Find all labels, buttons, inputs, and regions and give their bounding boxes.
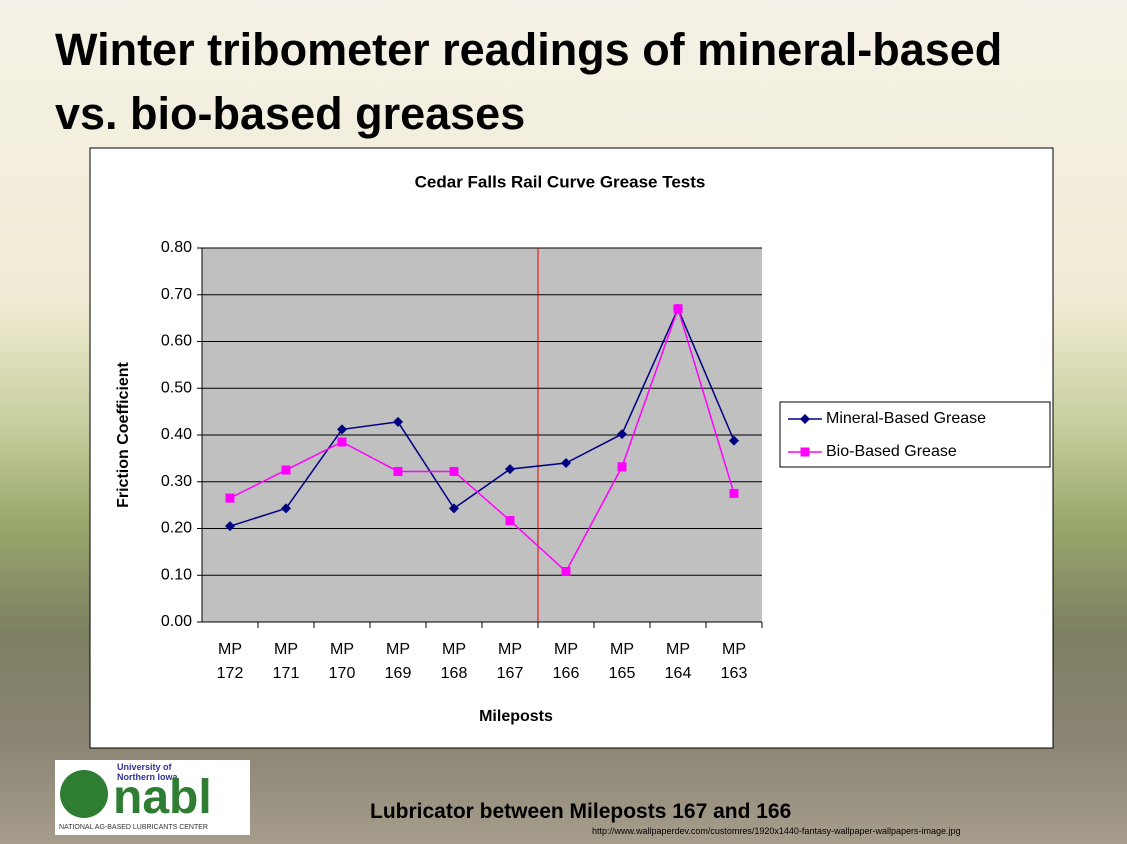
logo-icon <box>60 770 108 818</box>
marker <box>729 435 739 446</box>
marker <box>225 521 235 532</box>
x-tick-label: MP 170 <box>328 641 356 682</box>
marker <box>225 493 235 503</box>
y-tick-label: 0.60 <box>161 333 192 350</box>
marker <box>617 429 627 440</box>
y-tick-label: 0.20 <box>161 520 192 537</box>
series-line <box>229 306 735 527</box>
marker <box>729 488 739 498</box>
marker <box>337 437 347 447</box>
marker <box>800 447 810 457</box>
x-tick-label: MP 164 <box>664 641 692 682</box>
logo-university: University of Northern Iowa <box>117 762 178 782</box>
x-tick-label: MP 172 <box>216 641 244 682</box>
x-axis-label: Mileposts <box>479 708 553 725</box>
marker <box>800 414 810 424</box>
y-axis-label: Friction Coefficient <box>115 361 132 507</box>
caption: Lubricator between Mileposts 167 and 166 <box>370 800 792 823</box>
legend-label: Mineral-Based Grease <box>826 410 986 427</box>
marker <box>449 466 459 476</box>
y-tick-label: 0.40 <box>161 426 192 443</box>
marker <box>281 465 291 475</box>
marker <box>393 466 403 476</box>
legend-label: Bio-Based Grease <box>826 443 957 460</box>
y-tick-label: 0.10 <box>161 566 192 583</box>
x-tick-label: MP 166 <box>552 641 580 682</box>
x-tick-label: MP 169 <box>384 641 412 682</box>
marker <box>561 458 571 469</box>
marker <box>337 424 347 435</box>
marker <box>449 503 459 514</box>
marker <box>393 416 403 427</box>
y-tick-label: 0.50 <box>161 379 192 396</box>
legend <box>779 401 1051 468</box>
marker <box>617 462 627 472</box>
marker <box>505 464 515 475</box>
y-tick-label: 0.70 <box>161 286 192 303</box>
logo: University of Northern Iowa nabl NATIONA… <box>55 760 250 835</box>
x-tick-label: MP 163 <box>720 641 748 682</box>
y-tick-label: 0.80 <box>161 239 192 256</box>
y-tick-label: 0.30 <box>161 473 192 490</box>
x-tick-label: MP 171 <box>272 641 300 682</box>
x-tick-label: MP 165 <box>608 641 636 682</box>
y-tick-label: 0.00 <box>161 613 192 630</box>
x-tick-label: MP 167 <box>496 641 524 682</box>
marker <box>561 567 571 577</box>
x-tick-label: MP 168 <box>440 641 468 682</box>
credit: http://www.wallpaperdev.com/customres/19… <box>592 826 961 836</box>
series-line <box>229 306 735 573</box>
logo-center: NATIONAL AG-BASED LUBRICANTS CENTER <box>59 824 208 831</box>
logo-name: nabl <box>113 771 212 824</box>
marker <box>281 503 291 514</box>
chart-title: Cedar Falls Rail Curve Grease Tests <box>415 172 706 191</box>
slide-title: Winter tribometer readings of mineral-ba… <box>55 24 1003 139</box>
marker <box>673 304 683 314</box>
marker <box>505 516 515 526</box>
